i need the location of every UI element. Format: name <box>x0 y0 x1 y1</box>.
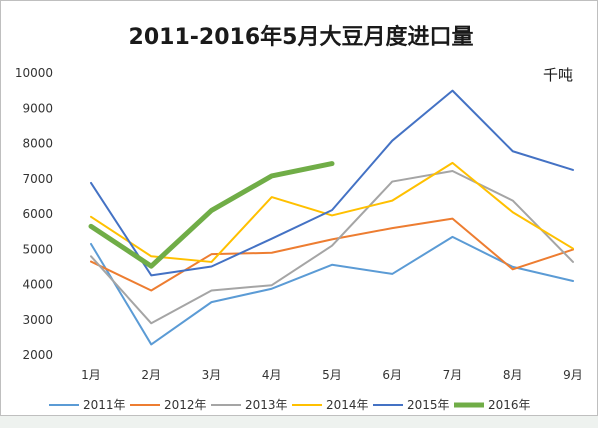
legend-label: 2012年 <box>164 398 207 412</box>
series-line-2012年 <box>90 217 574 292</box>
series-line-2016年 <box>88 161 335 269</box>
x-tick-label: 4月 <box>262 368 282 382</box>
x-tick-label: 8月 <box>503 368 523 382</box>
x-tick-label: 7月 <box>443 368 463 382</box>
line-chart: 2011-2016年5月大豆月度进口量 千吨 2000 3000 4000 5000 6… <box>15 24 583 412</box>
legend-label: 2013年 <box>245 398 288 412</box>
x-tick-label: 6月 <box>382 368 402 382</box>
y-tick-label: 2000 <box>22 348 53 362</box>
y-tick-label: 6000 <box>22 207 53 221</box>
unit-label: 千吨 <box>543 66 573 84</box>
legend-label: 2014年 <box>326 398 369 412</box>
series-line-2014年 <box>90 161 574 263</box>
legend-label: 2016年 <box>488 398 531 412</box>
x-tick-label: 1月 <box>81 368 101 382</box>
x-tick-label: 3月 <box>202 368 222 382</box>
legend-label: 2015年 <box>407 398 450 412</box>
series-line-2013年 <box>90 169 574 325</box>
y-axis-tick-labels: 2000 3000 4000 5000 6000 7000 8000 9000 10000 <box>15 66 53 362</box>
chart-area: 2011-2016年5月大豆月度进口量 千吨 2000 3000 4000 5000 6… <box>0 0 598 416</box>
x-tick-label: 2月 <box>141 368 161 382</box>
y-tick-label: 9000 <box>22 101 53 115</box>
y-tick-label: 4000 <box>22 278 53 292</box>
series-lines <box>88 89 574 346</box>
series-line-2015年 <box>90 89 574 277</box>
x-axis-tick-labels: 1月 2月 3月 4月 5月 6月 7月 8月 9月 <box>81 368 583 382</box>
y-tick-label: 10000 <box>15 66 53 80</box>
series-line-2011年 <box>90 235 574 346</box>
chart-title: 2011-2016年5月大豆月度进口量 <box>129 24 474 50</box>
legend-label: 2011年 <box>83 398 126 412</box>
y-tick-label: 3000 <box>22 313 53 327</box>
x-tick-label: 9月 <box>563 368 583 382</box>
y-tick-label: 5000 <box>22 242 53 256</box>
y-tick-label: 8000 <box>22 137 53 151</box>
y-tick-label: 7000 <box>22 172 53 186</box>
x-tick-label: 5月 <box>322 368 342 382</box>
legend: 2011年 2012年 2013年 2014年 2015年 2016年 <box>49 398 531 412</box>
